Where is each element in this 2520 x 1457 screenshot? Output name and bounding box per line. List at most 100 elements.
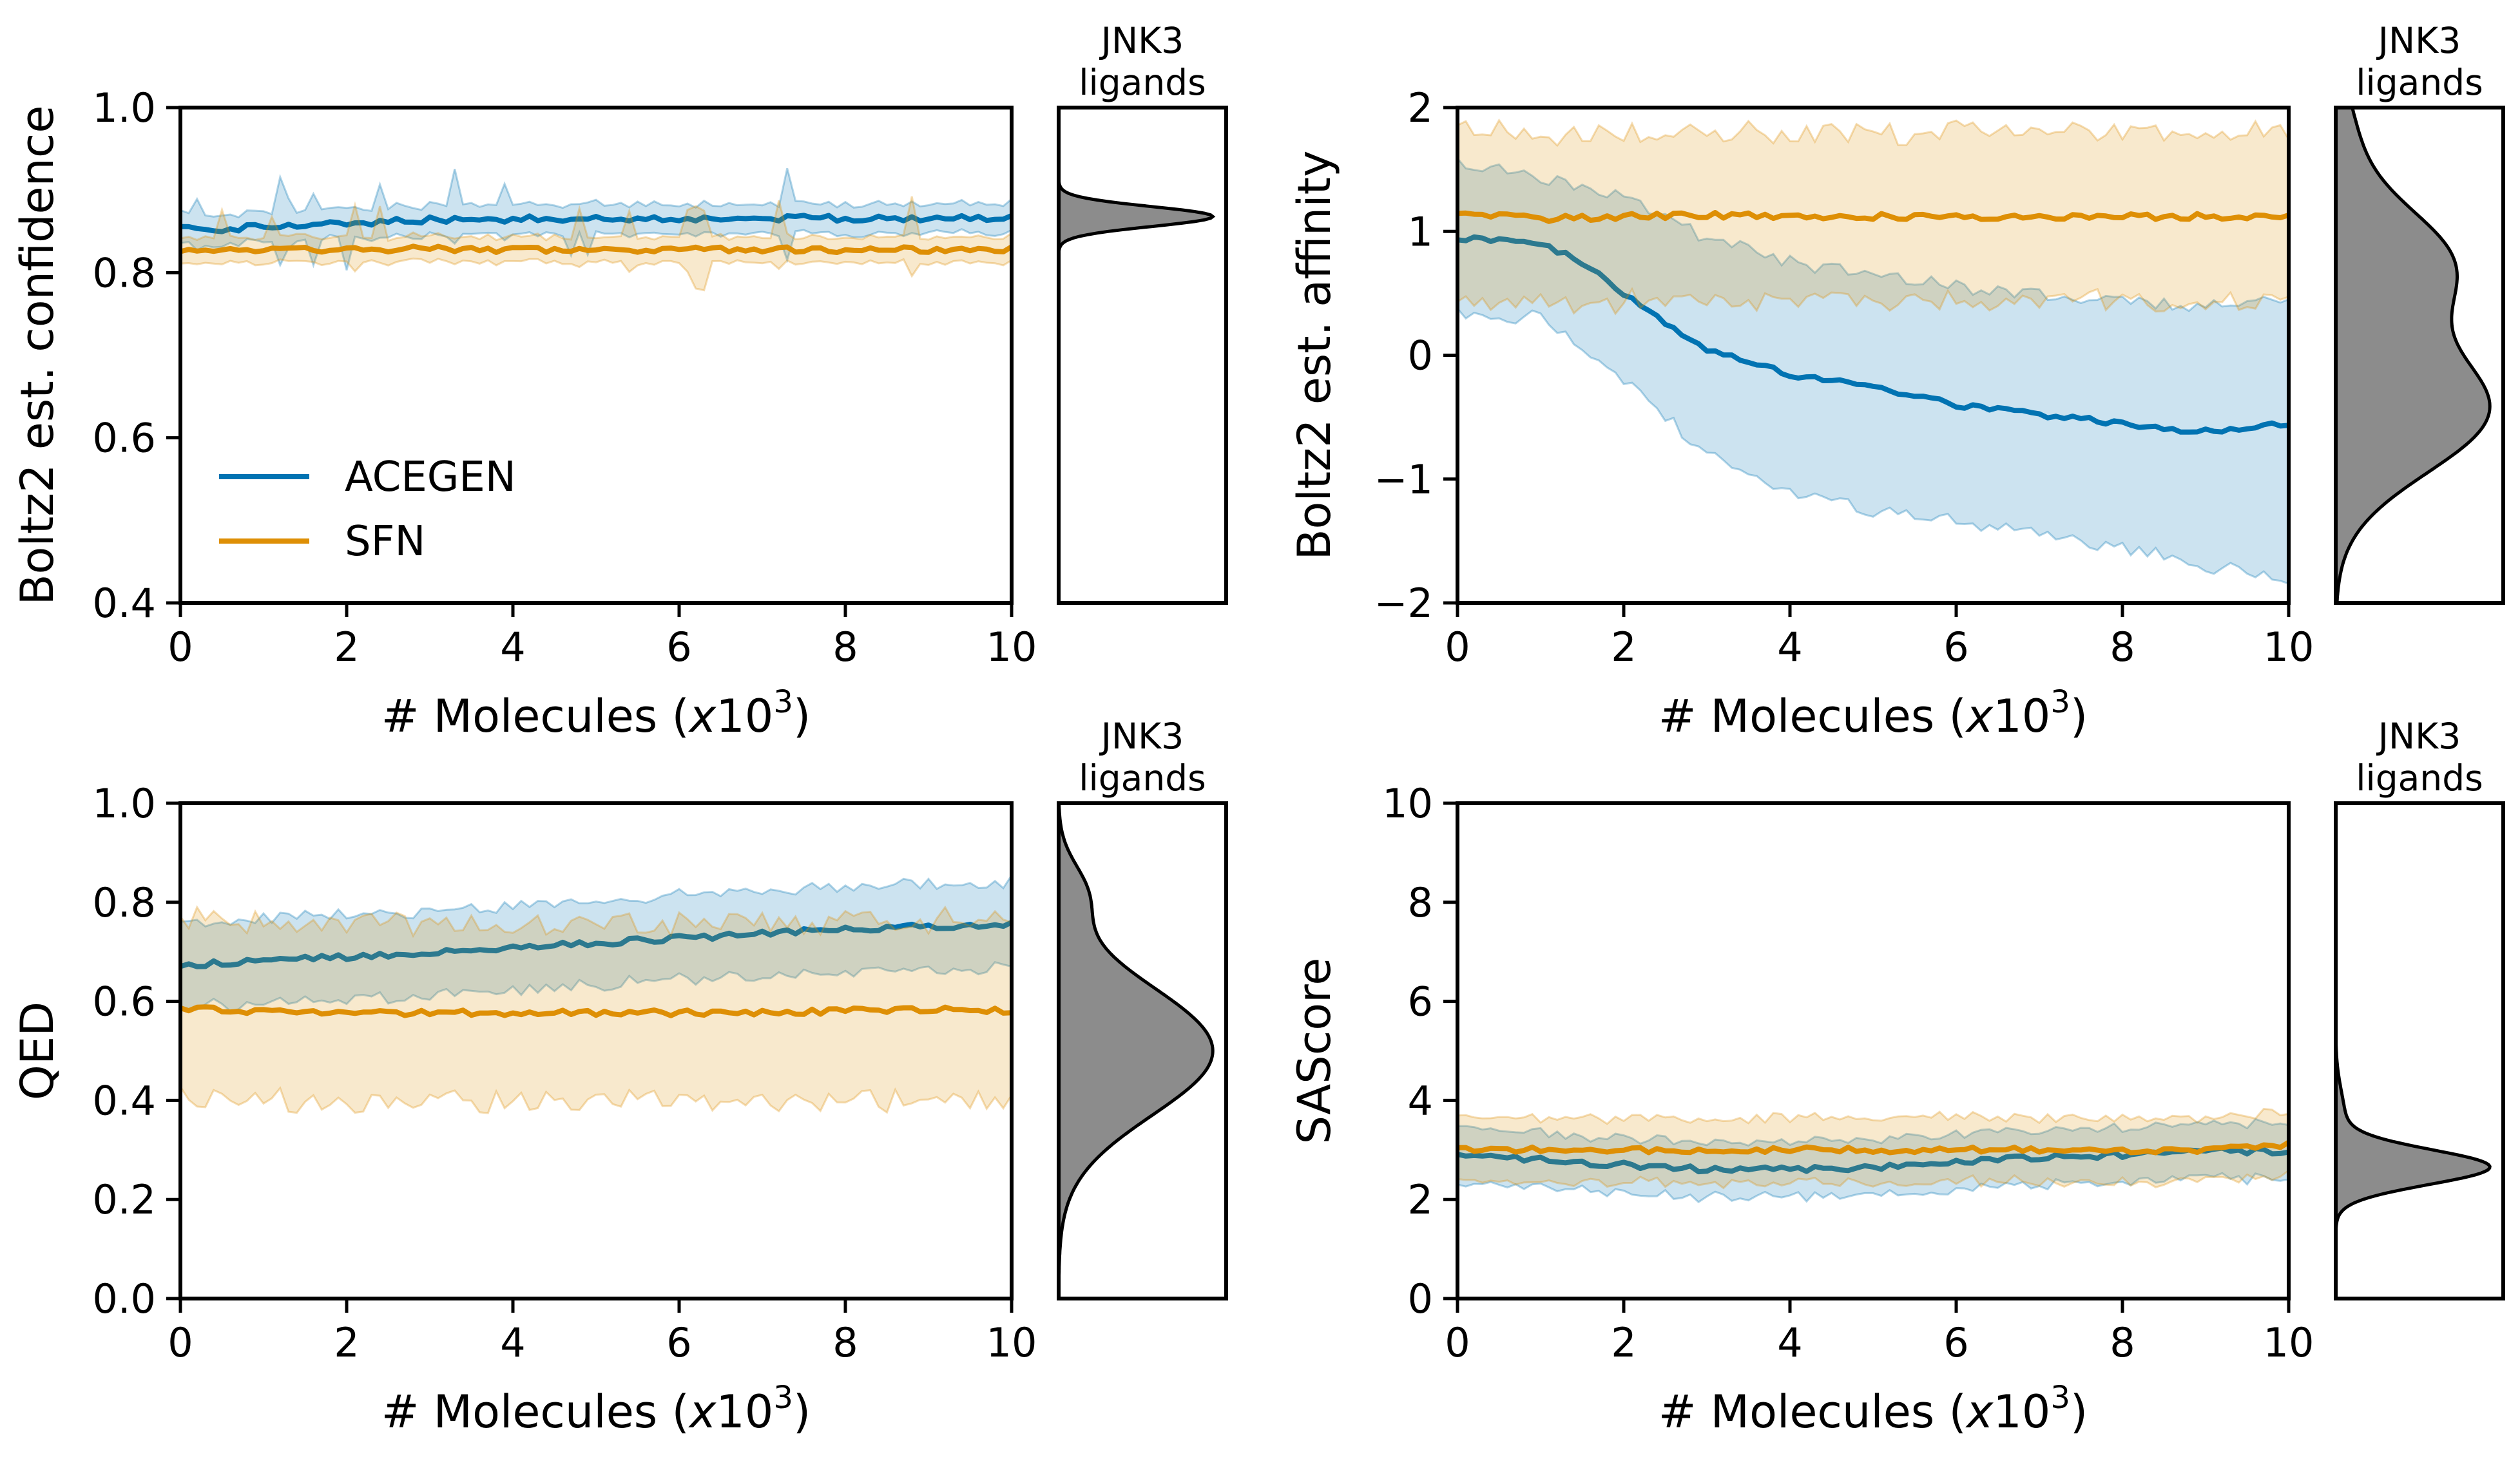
x-tick-label: 2 bbox=[334, 624, 359, 671]
legend-label-sfn: SFN bbox=[345, 518, 425, 566]
series-line-sfn bbox=[1457, 210, 2289, 224]
x-tick-label: 6 bbox=[666, 1319, 691, 1366]
y-tick-label: 1.0 bbox=[92, 780, 156, 827]
plot-area bbox=[1457, 118, 2289, 585]
marginal-title-line2: ligands bbox=[1079, 62, 1206, 103]
kde-density bbox=[2336, 803, 2492, 1299]
kde-density bbox=[1059, 803, 1215, 1299]
marginal-frame bbox=[1057, 801, 1228, 1300]
band-sfn bbox=[1457, 1107, 2289, 1190]
marginal-title-line1: JNK3 bbox=[1099, 716, 1184, 757]
chart-panel-affinity: 0 2 4 6 8 10 −2 −1 0 1 2 # Molecules (x103) Boltz2 e… bbox=[1288, 20, 2505, 743]
chart-panel-qed: 0 2 4 6 8 10 0.0 0.2 0.4 0.6 0.8 1.0 # Molecules (x1… bbox=[11, 716, 1228, 1438]
legend-label-acegen: ACEGEN bbox=[345, 453, 516, 501]
y-tick-label: −1 bbox=[1374, 456, 1433, 503]
plot-area bbox=[180, 167, 1012, 292]
legend: ACEGEN SFN bbox=[219, 453, 516, 566]
x-tick-label: 8 bbox=[832, 624, 858, 671]
marginal-title-line1: JNK3 bbox=[1099, 20, 1184, 61]
chart-panel-sascore: 0 2 4 6 8 10 0 2 4 6 8 10 # Molecules (x103) SAScore J… bbox=[1288, 716, 2505, 1438]
x-tick-label: 8 bbox=[832, 1319, 858, 1366]
marginal-frame bbox=[2334, 106, 2505, 605]
marginal-title-line1: JNK3 bbox=[2376, 716, 2461, 757]
kde-density bbox=[2336, 108, 2492, 603]
chart-panel-confidence: 0 2 4 6 8 10 0.4 0.6 0.8 1.0 # Molecules (x103) Bol… bbox=[11, 20, 1228, 743]
y-tick-label: 1.0 bbox=[92, 84, 156, 131]
x-tick-label: 2 bbox=[334, 1319, 359, 1366]
x-tick-label: 10 bbox=[986, 1319, 1037, 1366]
marginal-title-line2: ligands bbox=[2356, 757, 2483, 799]
y-tick-label: 1 bbox=[1408, 208, 1433, 255]
y-tick-label: 0.2 bbox=[92, 1176, 156, 1223]
y-tick-label: 0 bbox=[1408, 332, 1433, 379]
y-tick-label: 0.8 bbox=[92, 249, 156, 296]
band-sfn bbox=[180, 905, 1012, 1114]
y-tick-label: 8 bbox=[1408, 879, 1433, 926]
axes-frame bbox=[178, 801, 1014, 1300]
y-tick-label: 0.4 bbox=[92, 1077, 156, 1124]
marginal-frame bbox=[1057, 106, 1228, 605]
x-tick-label: 4 bbox=[1777, 1319, 1802, 1366]
y-tick-label: −2 bbox=[1374, 580, 1433, 627]
series-line-sfn bbox=[180, 243, 1012, 255]
kde-density bbox=[1059, 108, 1216, 603]
x-tick-label: 8 bbox=[2110, 624, 2135, 671]
series-line-acegen bbox=[1457, 234, 2289, 435]
series-line-acegen bbox=[180, 213, 1012, 234]
band-acegen bbox=[1457, 1118, 2289, 1204]
x-axis-label: # Molecules (x103) bbox=[381, 1380, 811, 1438]
x-tick-label: 2 bbox=[1611, 624, 1636, 671]
axes-frame bbox=[178, 106, 1014, 605]
plot-area bbox=[180, 873, 1012, 1114]
marginal-frame bbox=[2334, 801, 2505, 1300]
x-tick-label: 8 bbox=[2110, 1319, 2135, 1366]
y-tick-label: 0.6 bbox=[92, 415, 156, 462]
x-tick-label: 2 bbox=[1611, 1319, 1636, 1366]
marginal-title-line2: ligands bbox=[1079, 757, 1206, 799]
series-line-sfn bbox=[180, 1004, 1012, 1018]
x-tick-label: 4 bbox=[500, 624, 525, 671]
series-line-sfn bbox=[1457, 1139, 2289, 1156]
y-tick-label: 0.6 bbox=[92, 978, 156, 1025]
x-axis-label: # Molecules (x103) bbox=[1659, 684, 2088, 743]
band-acegen bbox=[180, 167, 1012, 271]
marginal-title-line2: ligands bbox=[2356, 62, 2483, 103]
x-tick-label: 6 bbox=[1943, 624, 1968, 671]
y-tick-label: 0.4 bbox=[92, 580, 156, 627]
x-tick-label: 4 bbox=[1777, 624, 1802, 671]
x-tick-label: 0 bbox=[1445, 1319, 1470, 1366]
y-axis-label: Boltz2 est. affinity bbox=[1288, 150, 1341, 560]
y-tick-label: 2 bbox=[1408, 1176, 1433, 1223]
plot-area bbox=[1457, 1107, 2289, 1204]
x-tick-label: 10 bbox=[986, 624, 1037, 671]
y-tick-label: 10 bbox=[1382, 780, 1433, 827]
x-tick-label: 0 bbox=[168, 1319, 193, 1366]
y-axis-label: Boltz2 est. confidence bbox=[11, 106, 64, 605]
axes-frame bbox=[1456, 801, 2291, 1300]
x-tick-label: 10 bbox=[2264, 1319, 2314, 1366]
x-tick-label: 0 bbox=[168, 624, 193, 671]
band-sfn bbox=[180, 196, 1012, 292]
y-tick-label: 4 bbox=[1408, 1077, 1433, 1124]
y-tick-label: 6 bbox=[1408, 978, 1433, 1025]
x-tick-label: 6 bbox=[666, 624, 691, 671]
x-axis-label: # Molecules (x103) bbox=[381, 684, 811, 743]
x-tick-label: 10 bbox=[2264, 624, 2314, 671]
y-tick-label: 0.0 bbox=[92, 1275, 156, 1322]
x-axis-label: # Molecules (x103) bbox=[1659, 1380, 2088, 1438]
x-tick-label: 0 bbox=[1445, 624, 1470, 671]
y-axis-label: SAScore bbox=[1288, 958, 1341, 1145]
y-axis-label: QED bbox=[11, 1002, 64, 1100]
y-tick-label: 0 bbox=[1408, 1275, 1433, 1322]
y-tick-label: 0.8 bbox=[92, 879, 156, 926]
band-acegen bbox=[1457, 157, 2289, 585]
marginal-title-line1: JNK3 bbox=[2376, 20, 2461, 61]
series-line-acegen bbox=[180, 920, 1012, 969]
y-tick-label: 2 bbox=[1408, 84, 1433, 131]
x-tick-label: 4 bbox=[500, 1319, 525, 1366]
x-tick-label: 6 bbox=[1943, 1319, 1968, 1366]
